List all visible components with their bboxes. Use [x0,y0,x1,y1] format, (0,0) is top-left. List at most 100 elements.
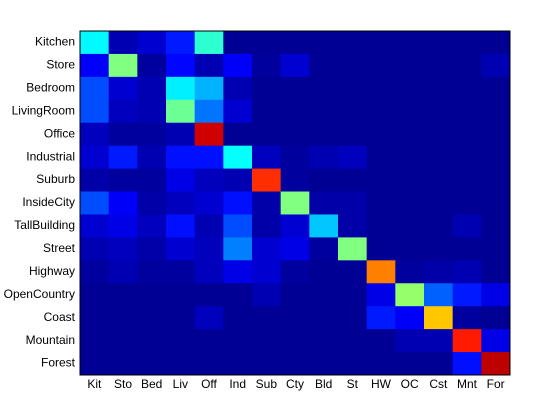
cell [80,214,110,238]
cell [80,122,110,147]
cell [223,329,253,353]
cell [223,76,253,101]
cell [280,76,310,101]
cell [252,145,282,170]
cell [108,76,138,101]
cell [395,237,425,261]
cell [80,168,110,193]
cell [194,260,224,284]
y-tick-label: Forest [41,356,76,370]
cell [80,145,110,170]
cell [366,191,396,215]
cell [338,352,368,376]
x-tick-label: Sub [256,377,278,391]
cell [452,31,482,55]
cell [481,145,511,170]
cell [424,191,454,215]
cell [309,352,339,376]
cell [108,53,138,78]
cell [252,99,282,124]
cell [395,191,425,215]
cell [223,214,253,238]
cell [166,329,196,353]
cell [194,53,224,78]
cell [338,53,368,78]
cell [366,352,396,376]
cell [223,99,253,124]
cell [137,352,167,376]
cell [166,122,196,147]
y-tick-label: InsideCity [22,195,75,209]
cell [338,76,368,101]
cell [137,99,167,124]
cell [194,191,224,215]
cell [194,306,224,330]
cell [309,329,339,353]
cell [280,260,310,284]
cell [252,283,282,307]
y-tick-label: Office [44,126,75,140]
cell [280,237,310,261]
cell [338,329,368,353]
cell [424,352,454,376]
y-tick-label: Store [46,58,75,72]
cell [338,214,368,238]
cell [309,191,339,215]
cell [252,352,282,376]
cell [252,168,282,193]
cell [366,53,396,78]
cell [280,31,310,55]
cell [366,31,396,55]
cell [137,237,167,261]
cell [424,214,454,238]
cell [280,306,310,330]
cell [194,168,224,193]
cell [80,329,110,353]
y-tick-label: Bedroom [26,81,75,95]
cell [137,191,167,215]
cell [80,237,110,261]
cell [481,329,511,353]
cell [252,306,282,330]
cell [366,329,396,353]
cell [194,352,224,376]
cell [481,237,511,261]
x-tick-label: Mnt [457,377,478,391]
y-tick-label: LivingRoom [12,103,75,117]
cell [166,168,196,193]
cell [194,237,224,261]
cell [309,260,339,284]
cell [424,99,454,124]
cell [424,76,454,101]
cell [309,145,339,170]
cell [452,76,482,101]
y-tick-label: Suburb [36,172,75,186]
cell [280,145,310,170]
cell [395,283,425,307]
cell [309,283,339,307]
cell [395,306,425,330]
cell [166,214,196,238]
cell [252,53,282,78]
cell [137,145,167,170]
cell [108,145,138,170]
cell [280,214,310,238]
cell [137,122,167,147]
cell [166,31,196,55]
cell [481,191,511,215]
cell [452,283,482,307]
cell [223,168,253,193]
cell [366,260,396,284]
cell [194,214,224,238]
cell [108,168,138,193]
cell [452,145,482,170]
cell [223,122,253,147]
cell [166,53,196,78]
cell [108,191,138,215]
y-tick-label: Street [43,241,76,255]
plot-frame [79,30,511,376]
x-tick-label: Kit [87,377,102,391]
cell [481,76,511,101]
y-tick-label: Highway [29,264,75,278]
